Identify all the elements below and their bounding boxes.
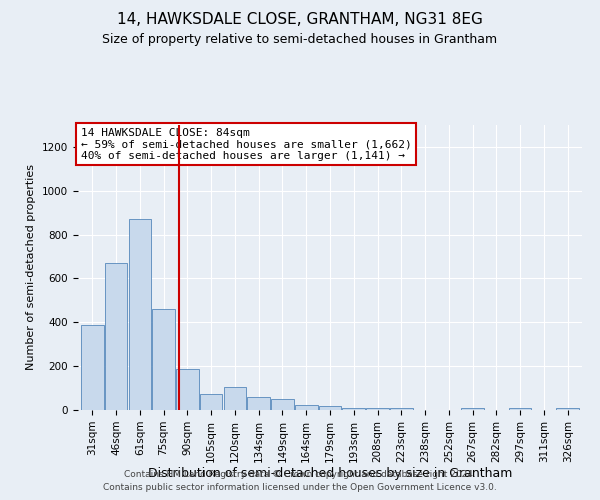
Bar (509, 408, 532, 410)
Bar (81, 324, 104, 410)
Bar (224, 387, 246, 410)
Text: 14 HAWKSDALE CLOSE: 84sqm
← 59% of semi-detached houses are smaller (1,662)
40% : 14 HAWKSDALE CLOSE: 84sqm ← 59% of semi-… (80, 128, 411, 161)
Bar (319, 406, 341, 410)
Bar (105, 263, 127, 410)
Bar (247, 397, 270, 410)
Text: 14, HAWKSDALE CLOSE, GRANTHAM, NG31 8EG: 14, HAWKSDALE CLOSE, GRANTHAM, NG31 8EG (117, 12, 483, 28)
Bar (556, 408, 579, 410)
Bar (176, 370, 199, 410)
Bar (128, 220, 151, 410)
Text: Contains public sector information licensed under the Open Government Licence v3: Contains public sector information licen… (103, 484, 497, 492)
Text: Contains HM Land Registry data © Crown copyright and database right 2024.: Contains HM Land Registry data © Crown c… (124, 470, 476, 479)
X-axis label: Distribution of semi-detached houses by size in Grantham: Distribution of semi-detached houses by … (148, 468, 512, 480)
Bar (271, 399, 294, 410)
Y-axis label: Number of semi-detached properties: Number of semi-detached properties (26, 164, 37, 370)
Bar (152, 309, 175, 410)
Bar (390, 408, 413, 410)
Bar (366, 408, 389, 410)
Bar (461, 408, 484, 410)
Text: Size of property relative to semi-detached houses in Grantham: Size of property relative to semi-detach… (103, 32, 497, 46)
Bar (343, 408, 365, 410)
Bar (200, 394, 223, 410)
Bar (295, 404, 317, 410)
